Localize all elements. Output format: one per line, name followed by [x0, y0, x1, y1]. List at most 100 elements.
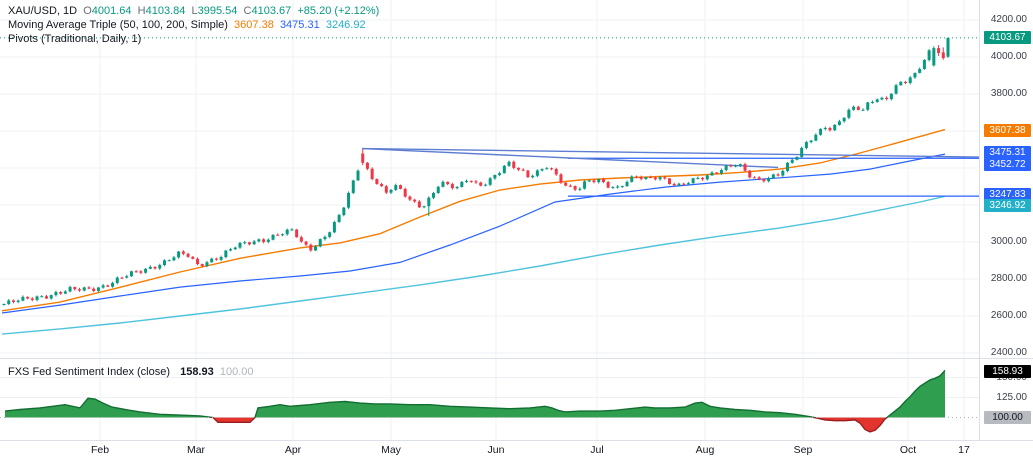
panel-legend: FXS Fed Sentiment Index (close) 158.93 1…: [8, 366, 254, 378]
candle-body: [129, 271, 133, 277]
candle-body: [111, 282, 115, 287]
candle-body: [833, 124, 837, 131]
candle-body: [483, 184, 487, 186]
time-tick-label: Jun: [487, 444, 505, 456]
candle-body: [634, 176, 638, 178]
candle-body: [314, 246, 318, 251]
candle-body: [351, 180, 355, 193]
candle-body: [148, 266, 152, 269]
candle-body: [436, 186, 440, 193]
candle-body: [233, 247, 237, 250]
high-label: H: [137, 5, 146, 17]
candle-body: [710, 172, 714, 176]
candle-body: [734, 165, 738, 167]
candle-body: [771, 174, 775, 179]
candle-body: [889, 93, 893, 100]
time-axis[interactable]: [0, 440, 1033, 459]
trendline: [361, 147, 980, 158]
candle-body: [205, 262, 209, 267]
candle-body: [814, 134, 818, 141]
candle-body: [564, 182, 568, 186]
candle-body: [247, 242, 251, 245]
candle-body: [54, 292, 58, 296]
open-label: O: [83, 5, 92, 17]
candle-body: [403, 188, 407, 197]
candle-body: [672, 184, 676, 186]
candle-body: [757, 177, 761, 180]
candle-body: [625, 181, 629, 187]
candle-body: [446, 181, 450, 185]
high-value: 4103.84: [145, 5, 186, 17]
candle-body: [587, 180, 591, 182]
candle-body: [677, 183, 681, 186]
candle-body: [238, 242, 242, 248]
candle-body: [606, 182, 610, 188]
candle-body: [649, 177, 653, 179]
candle-body: [252, 241, 256, 245]
sentiment-study-title[interactable]: FXS Fed Sentiment Index (close): [8, 366, 171, 378]
open-value: 4001.64: [91, 5, 132, 17]
candle-body: [469, 180, 473, 182]
candle-body: [2, 303, 6, 306]
time-tick-label: May: [381, 444, 401, 456]
candle-body: [842, 117, 846, 122]
candle-body: [696, 177, 700, 179]
candle-body: [856, 106, 860, 111]
candle-body: [427, 197, 431, 207]
candle-body: [847, 109, 851, 118]
candle-body: [932, 48, 936, 66]
candle-body: [870, 101, 874, 103]
candle-body: [611, 187, 615, 189]
candle-body: [776, 174, 780, 176]
candle-body: [852, 106, 856, 110]
candle-body: [762, 179, 766, 182]
candle-body: [828, 127, 832, 131]
candle-body: [630, 176, 634, 182]
sentiment-line-positive: [4, 369, 946, 418]
candle-body: [26, 296, 30, 299]
candle-body: [299, 237, 303, 242]
candle-body: [455, 187, 459, 189]
candle-body: [597, 179, 601, 183]
candle-body: [318, 239, 322, 247]
close-value: 4103.67: [251, 5, 292, 17]
candle-body: [365, 162, 369, 169]
candle-body: [653, 177, 657, 180]
candle-body: [158, 265, 162, 269]
candle-body: [795, 156, 799, 160]
price-badge: 3607.38: [984, 123, 1031, 137]
trendline: [361, 147, 779, 169]
candle-body: [162, 260, 166, 266]
candle-body: [63, 291, 67, 294]
candle-body: [413, 199, 417, 202]
candle-body: [498, 173, 502, 176]
candle-body: [691, 178, 695, 184]
candle-body: [535, 170, 539, 176]
candle-body: [885, 97, 889, 100]
symbol-title[interactable]: XAU/USD, 1D: [8, 5, 78, 17]
candle-body: [568, 185, 572, 187]
candle-body: [880, 97, 884, 100]
candle-body: [49, 295, 53, 299]
candle-body: [724, 165, 728, 171]
candle-body: [229, 249, 233, 251]
candle-body: [583, 181, 587, 189]
candle-body: [398, 185, 402, 189]
pivots-study-title[interactable]: Pivots (Traditional, Daily, 1): [8, 33, 142, 45]
candle-body: [823, 127, 827, 129]
price-tick-label: 2400.00: [990, 347, 1027, 358]
candle-body: [224, 250, 228, 258]
candle-body: [44, 296, 48, 299]
candle-body: [332, 222, 336, 233]
change-value: +85.20 (+2.12%): [297, 5, 380, 17]
candle-body: [214, 258, 218, 260]
candle-body: [474, 181, 478, 183]
time-tick-label: Feb: [90, 444, 110, 456]
candle-body: [460, 182, 464, 188]
time-tick-label: Apr: [284, 444, 302, 456]
ma-study-title[interactable]: Moving Average Triple (50, 100, 200, Sim…: [8, 19, 228, 31]
candle-body: [16, 300, 20, 302]
ma100-value: 3475.31: [279, 19, 320, 31]
candle-body: [172, 257, 176, 261]
